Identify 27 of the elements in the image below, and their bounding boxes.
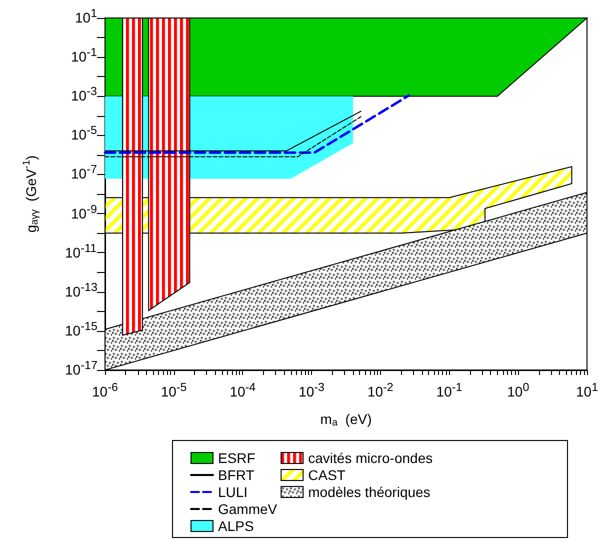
y-tick-label: 10$^{-1}$	[71, 45, 97, 65]
legend-label: CAST	[308, 467, 346, 483]
legend-label: BFRT	[218, 467, 255, 483]
y-tick-label: 10$^{-7}$	[71, 162, 97, 182]
y-tick-label: 10$^{-13}$	[65, 280, 98, 300]
y-tick-label: 10$^{-11}$	[65, 240, 97, 260]
x-tick-label: 10$^{-4}$	[230, 380, 256, 400]
legend-label: ALPS	[218, 518, 254, 534]
legend-label: cavités micro-ondes	[308, 450, 433, 466]
legend-label: modèles théoriques	[308, 484, 430, 500]
y-tick-label: 10$^{-5}$	[71, 123, 97, 143]
x-tick-label: 10$^{-1}$	[436, 380, 462, 400]
legend-label: LULI	[218, 484, 248, 500]
legend-label: GammeV	[218, 501, 278, 517]
x-tick-label: 10$^{-6}$	[92, 380, 118, 400]
y-tick-label: 10$^{-3}$	[71, 84, 97, 104]
y-tick-label: 10$^{-17}$	[65, 358, 98, 378]
y-axis-title: gaγγ (GeV-1)	[22, 155, 40, 233]
x-tick-label: 10$^{-2}$	[367, 380, 394, 400]
legend-label: ESRF	[218, 450, 256, 466]
y-tick-label: 10$^{-15}$	[65, 318, 98, 339]
y-tick-label: 10$^{1}$	[75, 6, 98, 26]
y-tick-label: 10$^{-9}$	[71, 202, 97, 222]
x-tick-label: 10$^{1}$	[576, 380, 598, 400]
x-tick-label: 10$^{-3}$	[298, 380, 325, 400]
x-tick-label: 10$^{0}$	[507, 380, 530, 400]
x-tick-label: 10$^{-5}$	[160, 380, 187, 400]
